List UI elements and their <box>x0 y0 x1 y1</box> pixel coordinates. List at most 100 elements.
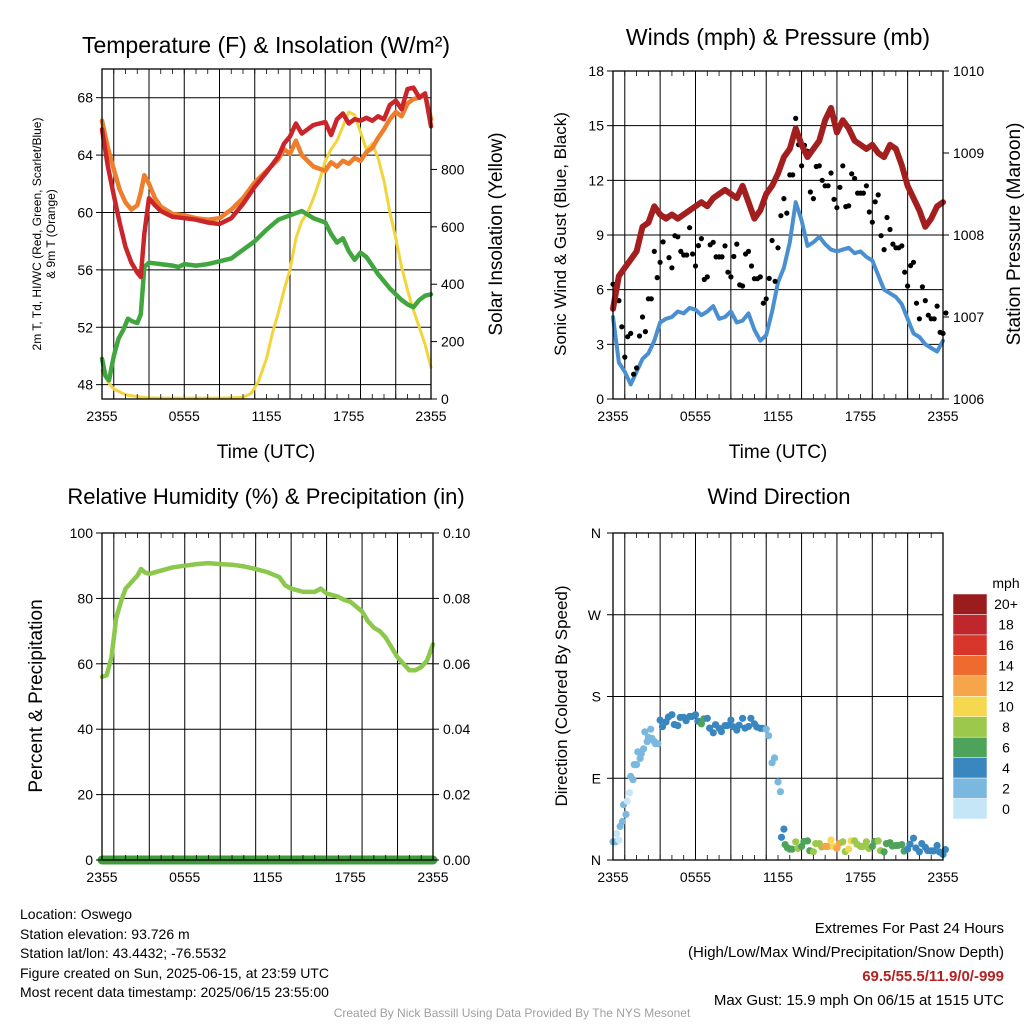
gust-point <box>675 234 681 240</box>
legend-label: 0 <box>1002 801 1010 817</box>
direction-point <box>618 817 627 826</box>
temperature-ticks: 2355 0555 1155 1755 2355 48 52 56 60 64 68 0 200 400 6… <box>77 69 465 424</box>
wind-direction-panel: Wind Direction 2355 0555 1155 1755 2355NESWN… <box>552 484 1020 885</box>
direction-point <box>776 788 785 796</box>
direction-point <box>839 838 847 846</box>
gust-point <box>810 196 817 202</box>
legend-swatch <box>952 614 988 636</box>
legend-swatch <box>952 634 988 656</box>
direction-point <box>747 714 755 722</box>
direction-point <box>647 725 655 733</box>
legend-label: 10 <box>998 699 1014 715</box>
station-location: Location: Oswego <box>20 906 133 922</box>
gust-point <box>846 203 852 209</box>
gust-point <box>769 237 775 244</box>
gust-point <box>748 263 755 269</box>
y2-tick-label: 1008 <box>953 227 984 243</box>
x-tick-label: 2355 <box>86 408 117 424</box>
x-tick-label: 1155 <box>251 408 281 424</box>
gust-point <box>651 248 657 254</box>
gust-point <box>728 274 734 280</box>
series-2m-td <box>99 208 434 383</box>
direction-point <box>762 725 770 733</box>
y-tick-label: 52 <box>77 319 93 335</box>
direction-point <box>777 833 786 841</box>
wind-direction-title: Wind Direction <box>707 484 850 509</box>
x-tick-label: 2355 <box>927 408 958 424</box>
y-tick-label: 68 <box>77 90 93 106</box>
y2-tick-label: 200 <box>441 334 465 350</box>
gust-point <box>760 300 766 306</box>
gust-point <box>692 263 699 269</box>
wind-direction-points <box>609 711 950 859</box>
gust-point <box>678 248 684 254</box>
direction-point <box>691 711 700 719</box>
recent-data-timestamp: Most recent data timestamp: 2025/06/15 2… <box>20 984 329 1000</box>
gust-point <box>740 283 746 289</box>
direction-point <box>709 729 717 737</box>
gust-point <box>866 209 872 215</box>
direction-point <box>735 721 743 729</box>
wind-direction-grid <box>613 533 943 860</box>
legend-swatch <box>952 777 988 799</box>
direction-point <box>930 847 938 855</box>
winds-ticks: 2355 0555 1155 1755 235503691215181006100710… <box>588 63 984 424</box>
wind-speed-legend-title: mph <box>992 575 1019 591</box>
gust-point <box>890 241 896 247</box>
direction-point <box>792 838 800 846</box>
direction-point <box>629 776 637 784</box>
temperature-panel: Temperature (F) & Insolation (W/m²) 2355… <box>30 32 507 463</box>
station-latlon: Station lat/lon: 43.4432; -76.5532 <box>20 945 227 961</box>
direction-point <box>915 848 924 856</box>
gust-point <box>722 243 728 249</box>
wind-speed-legend: mph 20+ 18 16 14 12 10 8 6 4 2 0 <box>952 575 1020 820</box>
gust-point <box>648 296 654 302</box>
legend-swatch <box>952 757 988 779</box>
gust-point <box>657 259 663 265</box>
gust-point <box>687 225 693 231</box>
direction-point <box>744 722 753 731</box>
gust-point <box>840 163 846 169</box>
y2-tick-label: 0 <box>441 391 449 407</box>
y-tick-label: 48 <box>77 377 93 393</box>
y2-tick-label: 1007 <box>953 309 984 325</box>
y2-tick-label: 0.06 <box>443 656 470 672</box>
legend-swatch <box>952 593 988 615</box>
legend-swatch <box>952 675 988 697</box>
y-tick-label: 60 <box>77 204 93 220</box>
y-tick-label: 80 <box>77 590 93 606</box>
y-tick-label: 100 <box>70 525 94 541</box>
gust-point <box>695 243 702 249</box>
gust-point <box>698 236 705 242</box>
gust-point <box>878 233 884 239</box>
direction-point <box>622 810 630 819</box>
direction-point <box>774 778 782 786</box>
direction-point <box>862 838 871 846</box>
gust-point <box>778 213 784 219</box>
gust-point <box>757 274 763 280</box>
gust-point <box>860 190 867 196</box>
gust-point <box>734 241 740 247</box>
legend-label: 4 <box>1002 760 1010 776</box>
y2-tick-label: 1009 <box>953 145 984 161</box>
legend-label: 16 <box>998 637 1014 653</box>
gust-point <box>943 310 949 316</box>
direction-point <box>874 837 882 845</box>
gust-point <box>690 251 696 257</box>
gust-point <box>922 298 928 304</box>
gust-point <box>628 330 634 336</box>
direction-point <box>717 728 726 736</box>
gust-point <box>931 316 937 322</box>
y-tick-label: 60 <box>77 656 93 672</box>
x-tick-label: 1155 <box>763 869 793 885</box>
direction-point <box>633 761 641 769</box>
direction-point <box>612 830 621 838</box>
direction-point <box>625 789 634 797</box>
direction-point <box>898 841 906 849</box>
gust-point <box>634 365 640 371</box>
direction-point <box>656 716 664 724</box>
gust-point <box>925 312 931 318</box>
direction-point <box>823 842 832 851</box>
gust-point <box>725 269 731 275</box>
temperature-title: Temperature (F) & Insolation (W/m²) <box>82 32 450 58</box>
